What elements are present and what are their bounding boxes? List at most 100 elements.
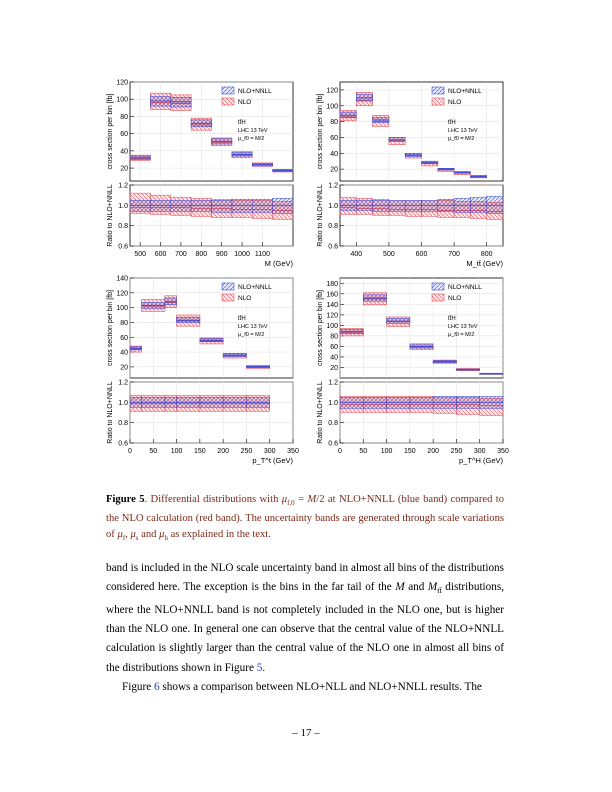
x-tick-label: 300 xyxy=(264,448,276,455)
collider-label: LHC 13 TeV xyxy=(448,128,478,134)
process-label: tt̄H xyxy=(448,315,456,322)
figure-caption: Figure 5. Differential distributions wit… xyxy=(106,492,504,546)
y-tick-label: 1.0 xyxy=(118,400,128,407)
x-tick-label: 600 xyxy=(155,251,167,258)
chart-panel-pT_t: 20 40 60 80 100 120 140 0.6 0.8 1.0 1.2 0 50 100 150 20… xyxy=(107,276,299,466)
process-label: tt̄H xyxy=(238,315,246,322)
y-tick-label: 0.6 xyxy=(118,441,128,448)
y-tick-label: 20 xyxy=(120,364,128,371)
y-tick-label: 60 xyxy=(330,135,338,142)
process-label: tt̄H xyxy=(238,119,246,126)
ratio-plot-frame xyxy=(129,381,294,444)
x-tick-label: 0 xyxy=(128,448,132,455)
y-tick-label: 40 xyxy=(120,350,128,357)
legend-swatch xyxy=(431,293,445,302)
y-tick-label: 80 xyxy=(120,320,128,327)
figure-5-link[interactable]: 5 xyxy=(256,661,263,674)
y-tick-label: 20 xyxy=(330,365,338,372)
y-axis-title: cross section per bin [fb] xyxy=(317,290,324,366)
ratio-nnll-band xyxy=(421,200,439,212)
y-tick-label: 60 xyxy=(120,131,128,138)
ratio-nnll-band xyxy=(190,200,212,212)
chart-panel-M: 20 40 60 80 100 120 0.6 0.8 1.0 1.2 500 600 700 800 90… xyxy=(107,80,293,269)
x-tick-label: 200 xyxy=(217,448,229,455)
y-tick-label: 100 xyxy=(116,305,128,312)
y-tick-label: 100 xyxy=(326,323,338,330)
x-tick-label: 500 xyxy=(134,251,146,258)
x-axis-title: p_T^H (GeV) xyxy=(459,456,503,465)
x-tick-label: 400 xyxy=(350,251,362,258)
y-tick-label: 120 xyxy=(326,87,338,94)
x-tick-label: 350 xyxy=(497,448,509,455)
x-axis-title: M (GeV) xyxy=(265,259,294,268)
y-tick-label: 120 xyxy=(116,290,128,297)
y-axis-title: cross section per bin [fb] xyxy=(107,290,114,366)
legend-swatch xyxy=(221,293,235,302)
ratio-axis-title: Ratio to NLO+NNLL xyxy=(107,381,114,444)
x-tick-label: 700 xyxy=(175,251,187,258)
caption-label: Figure 5 xyxy=(106,494,145,505)
x-tick-label: 500 xyxy=(383,251,395,258)
x-tick-label: 600 xyxy=(416,251,428,258)
ratio-nnll-band xyxy=(363,397,387,409)
y-tick-label: 20 xyxy=(120,166,128,173)
ratio-nnll-band xyxy=(150,200,171,212)
y-tick-label: 1.2 xyxy=(118,380,128,387)
process-label: tt̄H xyxy=(448,119,456,126)
scale-label: μ_f0 = M/2 xyxy=(448,136,474,142)
x-tick-label: 150 xyxy=(404,448,416,455)
chart-panel-pT_H: 20 40 60 80 100 120 140 160 180 0.6 0.8 1.0 1.2 0 50 10… xyxy=(317,277,509,465)
x-tick-label: 50 xyxy=(359,448,367,455)
y-tick-label: 1.2 xyxy=(328,183,338,190)
legend-label: NLO xyxy=(448,99,461,106)
legend-label: NLO xyxy=(238,99,251,106)
y-tick-label: 180 xyxy=(326,281,338,288)
x-tick-label: 100 xyxy=(171,448,183,455)
y-tick-label: 80 xyxy=(330,333,338,340)
scale-label: μ_f0 = M/2 xyxy=(448,332,474,338)
x-tick-label: 100 xyxy=(381,448,393,455)
scale-label: μ_f0 = M/2 xyxy=(238,332,264,338)
figure-6-link[interactable]: 6 xyxy=(154,681,160,694)
y-tick-label: 0.8 xyxy=(328,223,338,230)
legend-swatch xyxy=(431,86,445,95)
y-tick-label: 20 xyxy=(330,167,338,174)
y-tick-label: 0.8 xyxy=(328,420,338,427)
y-tick-label: 40 xyxy=(120,148,128,155)
x-tick-label: 300 xyxy=(474,448,486,455)
x-tick-label: 800 xyxy=(195,251,207,258)
ratio-nnll-band xyxy=(252,198,273,213)
x-axis-title: p_T^t (GeV) xyxy=(252,456,293,465)
y-tick-label: 40 xyxy=(330,151,338,158)
page-number: – 17 – xyxy=(292,727,320,739)
ratio-nnll-band xyxy=(231,198,253,213)
caption-text: . Differential distributions with μf,0 =… xyxy=(106,494,505,543)
ratio-nnll-band xyxy=(272,197,294,214)
ratio-nnll-band xyxy=(470,196,487,213)
y-axis-title: cross section per bin [fb] xyxy=(317,94,324,170)
y-tick-label: 60 xyxy=(330,344,338,351)
collider-label: LHC 13 TeV xyxy=(238,128,268,134)
ratio-axis-title: Ratio to NLO+NNLL xyxy=(317,184,324,247)
x-tick-label: 700 xyxy=(448,251,460,258)
ratio-nnll-band xyxy=(486,195,504,214)
legend-swatch xyxy=(221,86,235,95)
y-tick-label: 1.0 xyxy=(118,203,128,210)
legend-swatch xyxy=(431,282,445,291)
x-axis-title: M_tt̄ (GeV) xyxy=(466,259,503,268)
x-tick-label: 900 xyxy=(216,251,228,258)
x-tick-label: 150 xyxy=(194,448,206,455)
ratio-nnll-band xyxy=(372,200,390,212)
y-tick-label: 1.0 xyxy=(328,400,338,407)
y-tick-label: 60 xyxy=(120,335,128,342)
ratio-nnll-band xyxy=(386,397,411,409)
x-tick-label: 250 xyxy=(451,448,463,455)
y-axis-title: cross section per bin [fb] xyxy=(107,94,114,170)
y-tick-label: 100 xyxy=(326,103,338,110)
legend-label: NLO xyxy=(238,295,251,302)
ratio-nnll-band xyxy=(129,200,151,212)
y-tick-label: 80 xyxy=(330,119,338,126)
x-tick-label: 1000 xyxy=(234,251,250,258)
x-tick-label: 250 xyxy=(241,448,253,455)
